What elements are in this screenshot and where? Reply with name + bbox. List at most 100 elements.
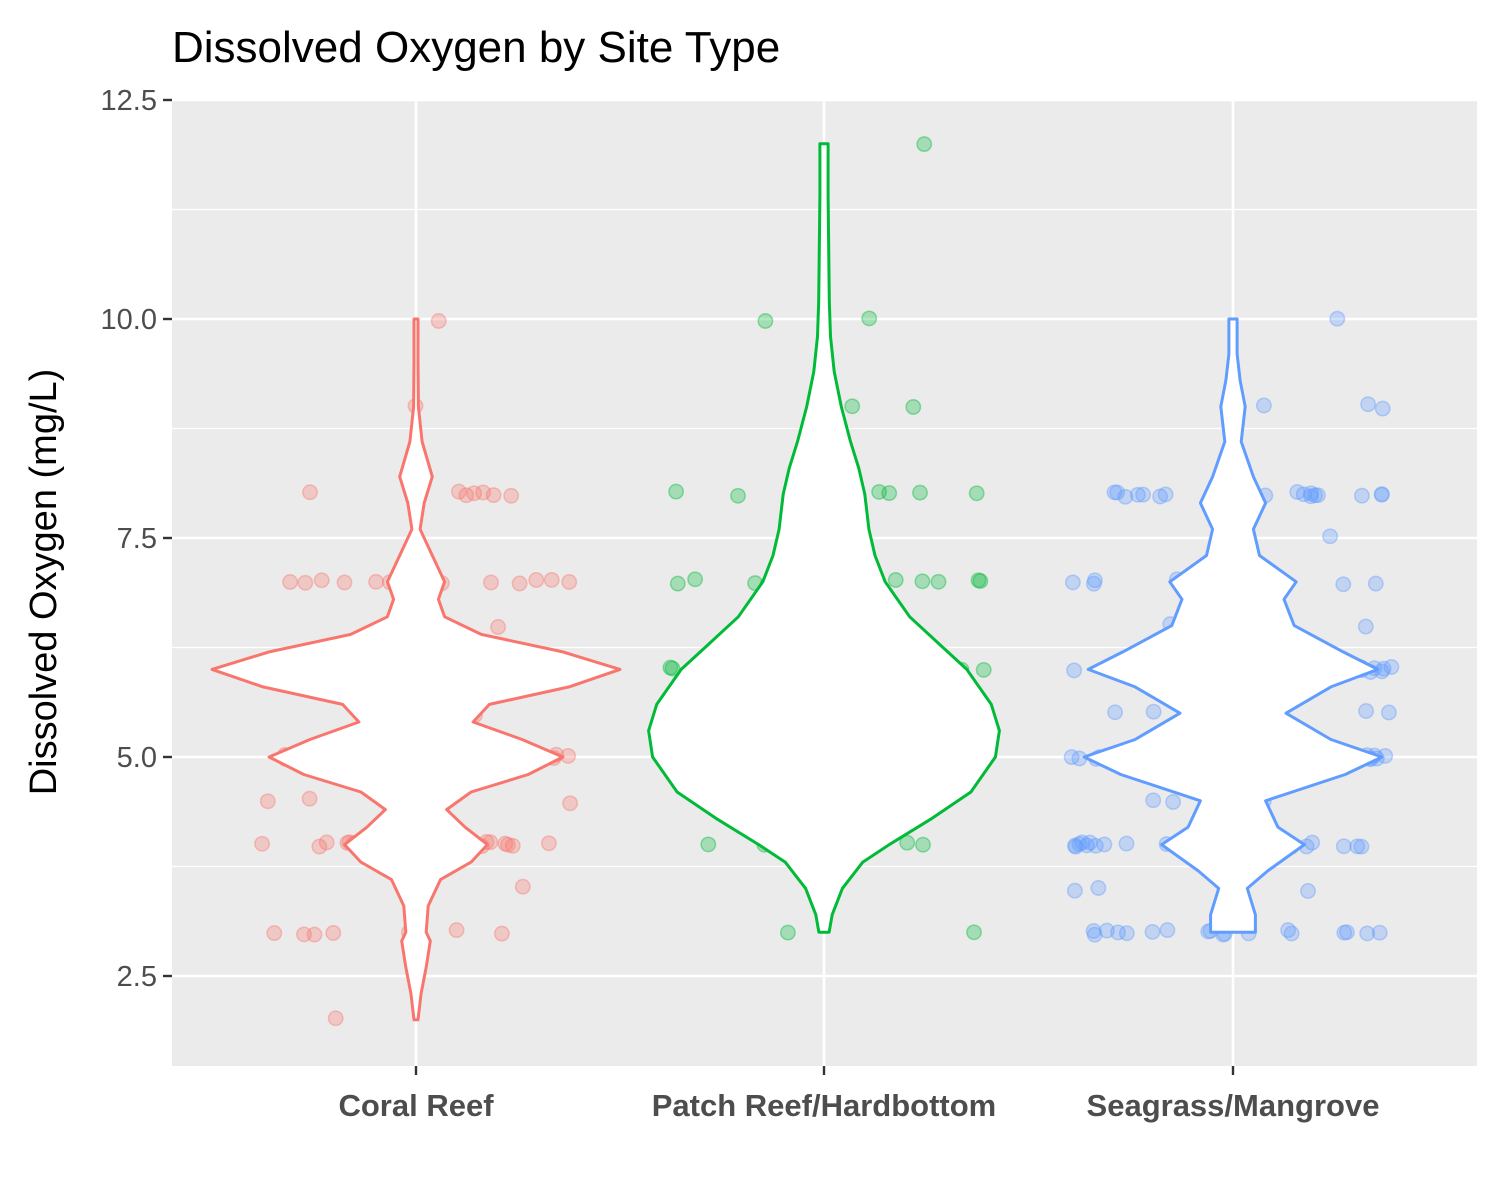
data-point [466,485,483,502]
data-point [475,484,492,501]
data-point [497,835,514,852]
data-point [1165,794,1182,810]
data-point [1074,834,1091,851]
data-point [662,659,679,676]
data-point [1380,704,1397,721]
violins [210,142,1384,1022]
data-point [1309,487,1326,504]
data-point [1129,486,1146,503]
data-point [297,574,314,591]
data-point [336,574,353,591]
data-point [458,487,475,504]
data-point [1338,924,1355,941]
data-point [1280,922,1297,939]
data-point [871,483,888,500]
data-point [1098,922,1115,939]
data-point [930,573,947,590]
violin-2 [647,142,1001,934]
data-point [1135,486,1152,503]
data-point [1373,486,1390,503]
data-point [1066,882,1083,899]
data-point [844,398,861,415]
data-point [561,574,578,590]
y-tick-label: 5.0 [117,742,157,774]
data-point [664,660,681,677]
data-point [1383,659,1400,675]
data-point [1086,572,1103,589]
data-point [1145,792,1162,809]
y-tick-label: 12.5 [101,85,157,117]
data-point [1353,838,1370,855]
data-point [296,926,312,943]
data-point [966,924,982,941]
data-point [905,399,922,415]
data-point [1322,528,1339,545]
data-point [493,925,510,942]
data-point [1067,838,1084,855]
data-point [914,573,931,590]
data-point [1357,618,1374,635]
data-point [916,136,933,153]
data-point [1371,924,1388,941]
data-point [1329,310,1346,327]
data-point [266,925,283,942]
data-point [1157,486,1174,503]
data-point [881,485,898,502]
data-point [302,484,318,501]
data-point [1064,574,1081,591]
data-point [1107,704,1124,721]
data-point [543,571,560,588]
data-point [779,924,796,941]
data-point [504,837,521,854]
data-point [899,834,916,851]
data-point [912,484,928,501]
data-point [1081,834,1098,851]
data-point [1067,837,1083,854]
data-point [1360,396,1377,413]
data-point [1090,880,1107,896]
data-point [887,572,904,588]
data-point [687,571,704,588]
data-point [1304,834,1321,851]
x-tick-label: Patch Reef/Hardbottom [652,1088,996,1123]
data-point [311,838,328,855]
data-point [1071,836,1088,853]
data-point [915,836,931,853]
data-point [1300,883,1316,899]
data-point [1374,400,1391,417]
data-point [1078,837,1095,854]
data-point [1109,484,1126,501]
data-point [483,574,499,591]
data-point [1302,488,1319,505]
data-point [306,926,323,943]
violin-3 [1082,317,1384,934]
y-axis-label: Dissolved Oxygen (mg/L) [23,369,65,796]
data-point [1086,926,1103,943]
data-point [1066,662,1083,679]
y-tick-label: 2.5 [117,961,157,993]
data-point [259,793,276,810]
data-point [1159,922,1176,939]
data-point [668,483,685,500]
data-point [700,836,717,853]
data-point [282,574,299,590]
data-point [254,835,271,852]
violin-1 [210,317,622,1022]
data-point [1367,575,1384,592]
data-point [1106,484,1123,501]
data-point [1295,486,1312,503]
data-point [1335,838,1352,855]
data-point [1063,749,1080,766]
chart-title: Dissolved Oxygen by Site Type [172,23,780,72]
data-point [511,575,528,592]
data-point [1118,925,1135,942]
data-point [368,573,385,590]
data-point [490,619,507,635]
data-point [301,790,318,807]
data-point [975,661,992,678]
data-point [448,922,465,939]
data-point [1096,836,1113,853]
data-point [1353,487,1370,504]
data-point [1303,485,1320,502]
data-point [1358,703,1375,719]
